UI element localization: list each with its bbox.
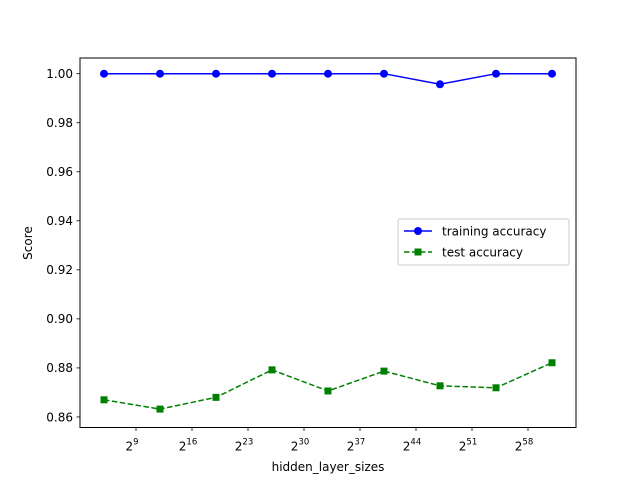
y-tick-label: 1.00 [46, 67, 73, 81]
legend-box [397, 218, 570, 266]
x-axis-ticks: 29 216 223 230 237 244 251 258 [125, 427, 533, 454]
data-point-test [212, 393, 220, 401]
series-layer [100, 69, 556, 413]
legend-marker-test [414, 248, 422, 256]
data-point-test [380, 367, 388, 375]
x-axis-label: hidden_layer_sizes [272, 460, 385, 474]
y-tick-label: 0.86 [46, 410, 73, 424]
data-point-training [268, 69, 276, 78]
data-point-training [324, 69, 332, 78]
x-tick-label: 244 [403, 438, 421, 454]
data-point-test [492, 384, 500, 392]
data-point-training [492, 69, 500, 78]
x-tick-label: 251 [459, 438, 477, 454]
data-point-test [268, 366, 276, 374]
data-point-training [212, 69, 220, 78]
y-tick-label: 0.92 [46, 263, 73, 277]
data-point-training [156, 69, 164, 78]
data-point-test [436, 382, 444, 390]
data-point-test [156, 405, 164, 413]
x-tick-label: 230 [291, 438, 309, 454]
x-tick-label: 237 [347, 438, 365, 454]
data-point-test [548, 359, 556, 367]
x-tick-label: 216 [179, 438, 197, 454]
y-axis-ticks: 0.86 0.88 0.90 0.92 0.94 0.96 0.98 1.00 [46, 67, 80, 424]
y-tick-label: 0.94 [46, 214, 73, 228]
data-point-test [324, 387, 332, 395]
legend-label-training: training accuracy [442, 225, 546, 239]
plot-frame [79, 57, 577, 428]
data-point-training [100, 69, 108, 78]
x-tick-label: 258 [515, 438, 533, 454]
x-tick-label: 29 [125, 438, 138, 454]
data-point-training [436, 80, 444, 89]
x-tick-label: 223 [235, 438, 253, 454]
data-point-training [380, 69, 388, 78]
data-point-training [548, 69, 556, 78]
y-tick-label: 0.98 [46, 116, 73, 130]
legend-label-test: test accuracy [442, 246, 523, 260]
y-tick-label: 0.88 [46, 361, 73, 375]
legend: training accuracy test accuracy [397, 218, 570, 266]
y-axis-label: Score [21, 226, 35, 260]
data-point-test [100, 396, 108, 404]
legend-marker-training [414, 227, 422, 235]
y-tick-label: 0.96 [46, 165, 73, 179]
series-line-test [103, 362, 553, 410]
y-tick-label: 0.90 [46, 312, 73, 326]
